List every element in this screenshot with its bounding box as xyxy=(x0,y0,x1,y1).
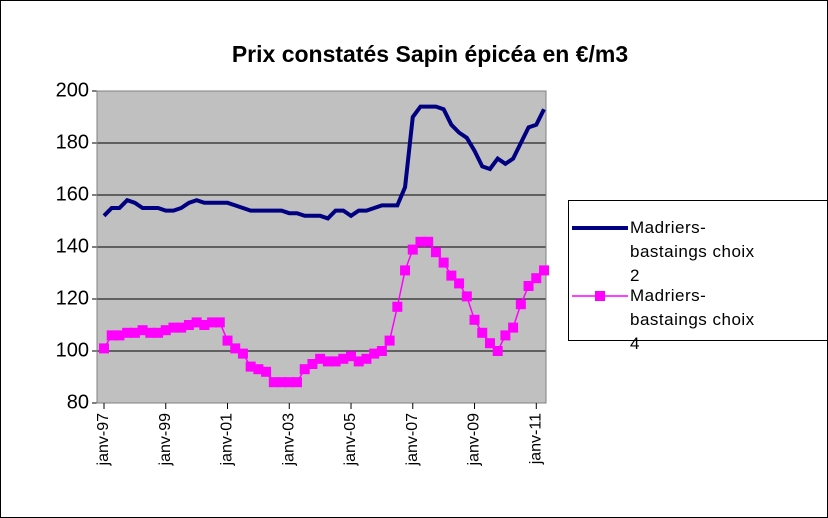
data-point xyxy=(137,325,148,336)
data-point xyxy=(284,377,295,388)
data-point xyxy=(191,317,202,328)
data-point xyxy=(376,346,387,356)
legend-label: Madriers-bastaings choix 4 xyxy=(630,286,755,353)
legend-box xyxy=(568,200,828,341)
data-point xyxy=(446,270,457,281)
data-point xyxy=(500,330,511,341)
data-point xyxy=(415,236,426,247)
chart-title: Prix constatés Sapin épicéa en €/m3 xyxy=(232,41,628,67)
data-point xyxy=(199,320,210,330)
x-tick-label: janv-99 xyxy=(157,413,174,467)
x-tick-label: janv-07 xyxy=(404,413,421,467)
data-point xyxy=(430,247,441,258)
x-tick-label: janv-11 xyxy=(527,413,544,465)
data-point xyxy=(384,335,395,346)
data-point xyxy=(291,377,302,388)
x-tick-label: janv-03 xyxy=(280,413,297,467)
data-point xyxy=(168,322,179,333)
data-point xyxy=(369,348,380,359)
data-point xyxy=(361,353,372,364)
data-point xyxy=(492,346,503,356)
y-tick-label: 80 xyxy=(67,391,89,413)
data-point xyxy=(539,265,549,276)
data-point xyxy=(183,320,194,330)
data-point xyxy=(99,343,109,354)
data-point xyxy=(122,327,133,338)
data-point xyxy=(268,377,279,388)
data-point xyxy=(230,343,241,354)
data-point xyxy=(261,366,272,377)
x-tick-label: janv-01 xyxy=(219,413,236,467)
data-point xyxy=(145,327,156,338)
x-tick-label: janv-09 xyxy=(466,413,483,467)
data-point xyxy=(531,273,542,284)
data-point xyxy=(299,364,310,375)
data-point xyxy=(106,330,117,341)
data-point xyxy=(523,281,534,291)
y-tick-label: 160 xyxy=(56,183,89,205)
data-point xyxy=(322,356,333,367)
data-point xyxy=(307,359,318,369)
data-point xyxy=(276,377,287,388)
data-point xyxy=(353,356,364,367)
y-tick-label: 180 xyxy=(56,131,89,153)
data-point xyxy=(477,327,488,338)
data-point xyxy=(330,356,341,367)
data-point xyxy=(214,317,225,328)
data-point xyxy=(469,314,480,325)
data-point xyxy=(346,351,357,362)
legend-marker xyxy=(595,291,605,301)
data-point xyxy=(237,348,248,359)
data-point xyxy=(245,361,256,372)
data-point xyxy=(400,265,411,276)
y-tick-label: 140 xyxy=(56,235,89,257)
data-point xyxy=(484,338,495,349)
data-point xyxy=(176,322,187,333)
data-point xyxy=(461,291,472,302)
data-point xyxy=(438,257,449,268)
data-point xyxy=(515,299,526,310)
data-point xyxy=(315,353,326,364)
x-tick-label: janv-05 xyxy=(342,413,359,467)
data-point xyxy=(222,335,233,346)
data-point xyxy=(129,327,140,338)
y-tick-label: 120 xyxy=(56,287,89,309)
data-point xyxy=(392,301,403,312)
data-point xyxy=(407,244,418,255)
x-tick-label: janv-97 xyxy=(95,413,112,467)
data-point xyxy=(253,364,264,375)
data-point xyxy=(338,353,349,364)
data-point xyxy=(114,330,125,341)
data-point xyxy=(423,236,434,247)
data-point xyxy=(454,278,465,289)
data-point xyxy=(160,325,171,336)
data-point xyxy=(153,327,164,338)
y-tick-label: 100 xyxy=(56,339,89,361)
series-line xyxy=(102,104,546,221)
y-tick-label: 200 xyxy=(56,79,89,101)
legend-label: Madriers-bastaings choix 2 xyxy=(630,218,755,285)
data-point xyxy=(508,322,519,333)
plot-border xyxy=(96,90,547,404)
data-point xyxy=(207,317,218,328)
